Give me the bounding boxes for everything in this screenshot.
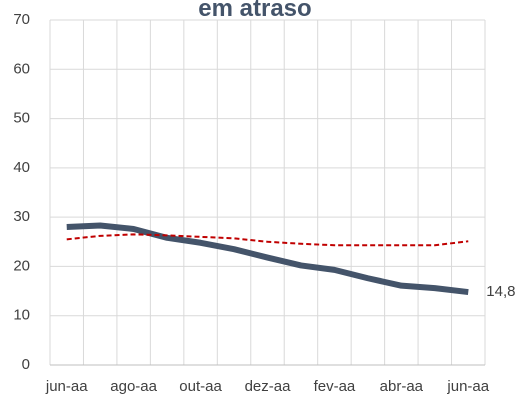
line-series <box>66 233 469 247</box>
y-tick-label: 50 <box>13 110 30 127</box>
x-tick-label: abr-aa <box>380 378 424 395</box>
y-tick-label: 60 <box>13 60 30 77</box>
x-tick-label: ago-aa <box>110 378 157 395</box>
line-series <box>66 222 469 296</box>
x-tick-label: jun-aa <box>446 378 489 395</box>
x-tick-label: jun-aa <box>45 378 88 395</box>
y-tick-label: 10 <box>13 307 30 324</box>
y-tick-label: 40 <box>13 159 30 176</box>
x-tick-label: out-aa <box>179 378 222 395</box>
data-label: 14,8 <box>486 283 515 300</box>
y-tick-label: 20 <box>13 257 30 274</box>
x-tick-label: fev-aa <box>314 378 356 395</box>
x-tick-label: dez-aa <box>245 378 292 395</box>
y-tick-label: 70 <box>13 11 30 28</box>
y-tick-label: 30 <box>13 208 30 225</box>
chart-title: em atraso <box>198 0 311 22</box>
y-tick-label: 0 <box>22 356 30 373</box>
